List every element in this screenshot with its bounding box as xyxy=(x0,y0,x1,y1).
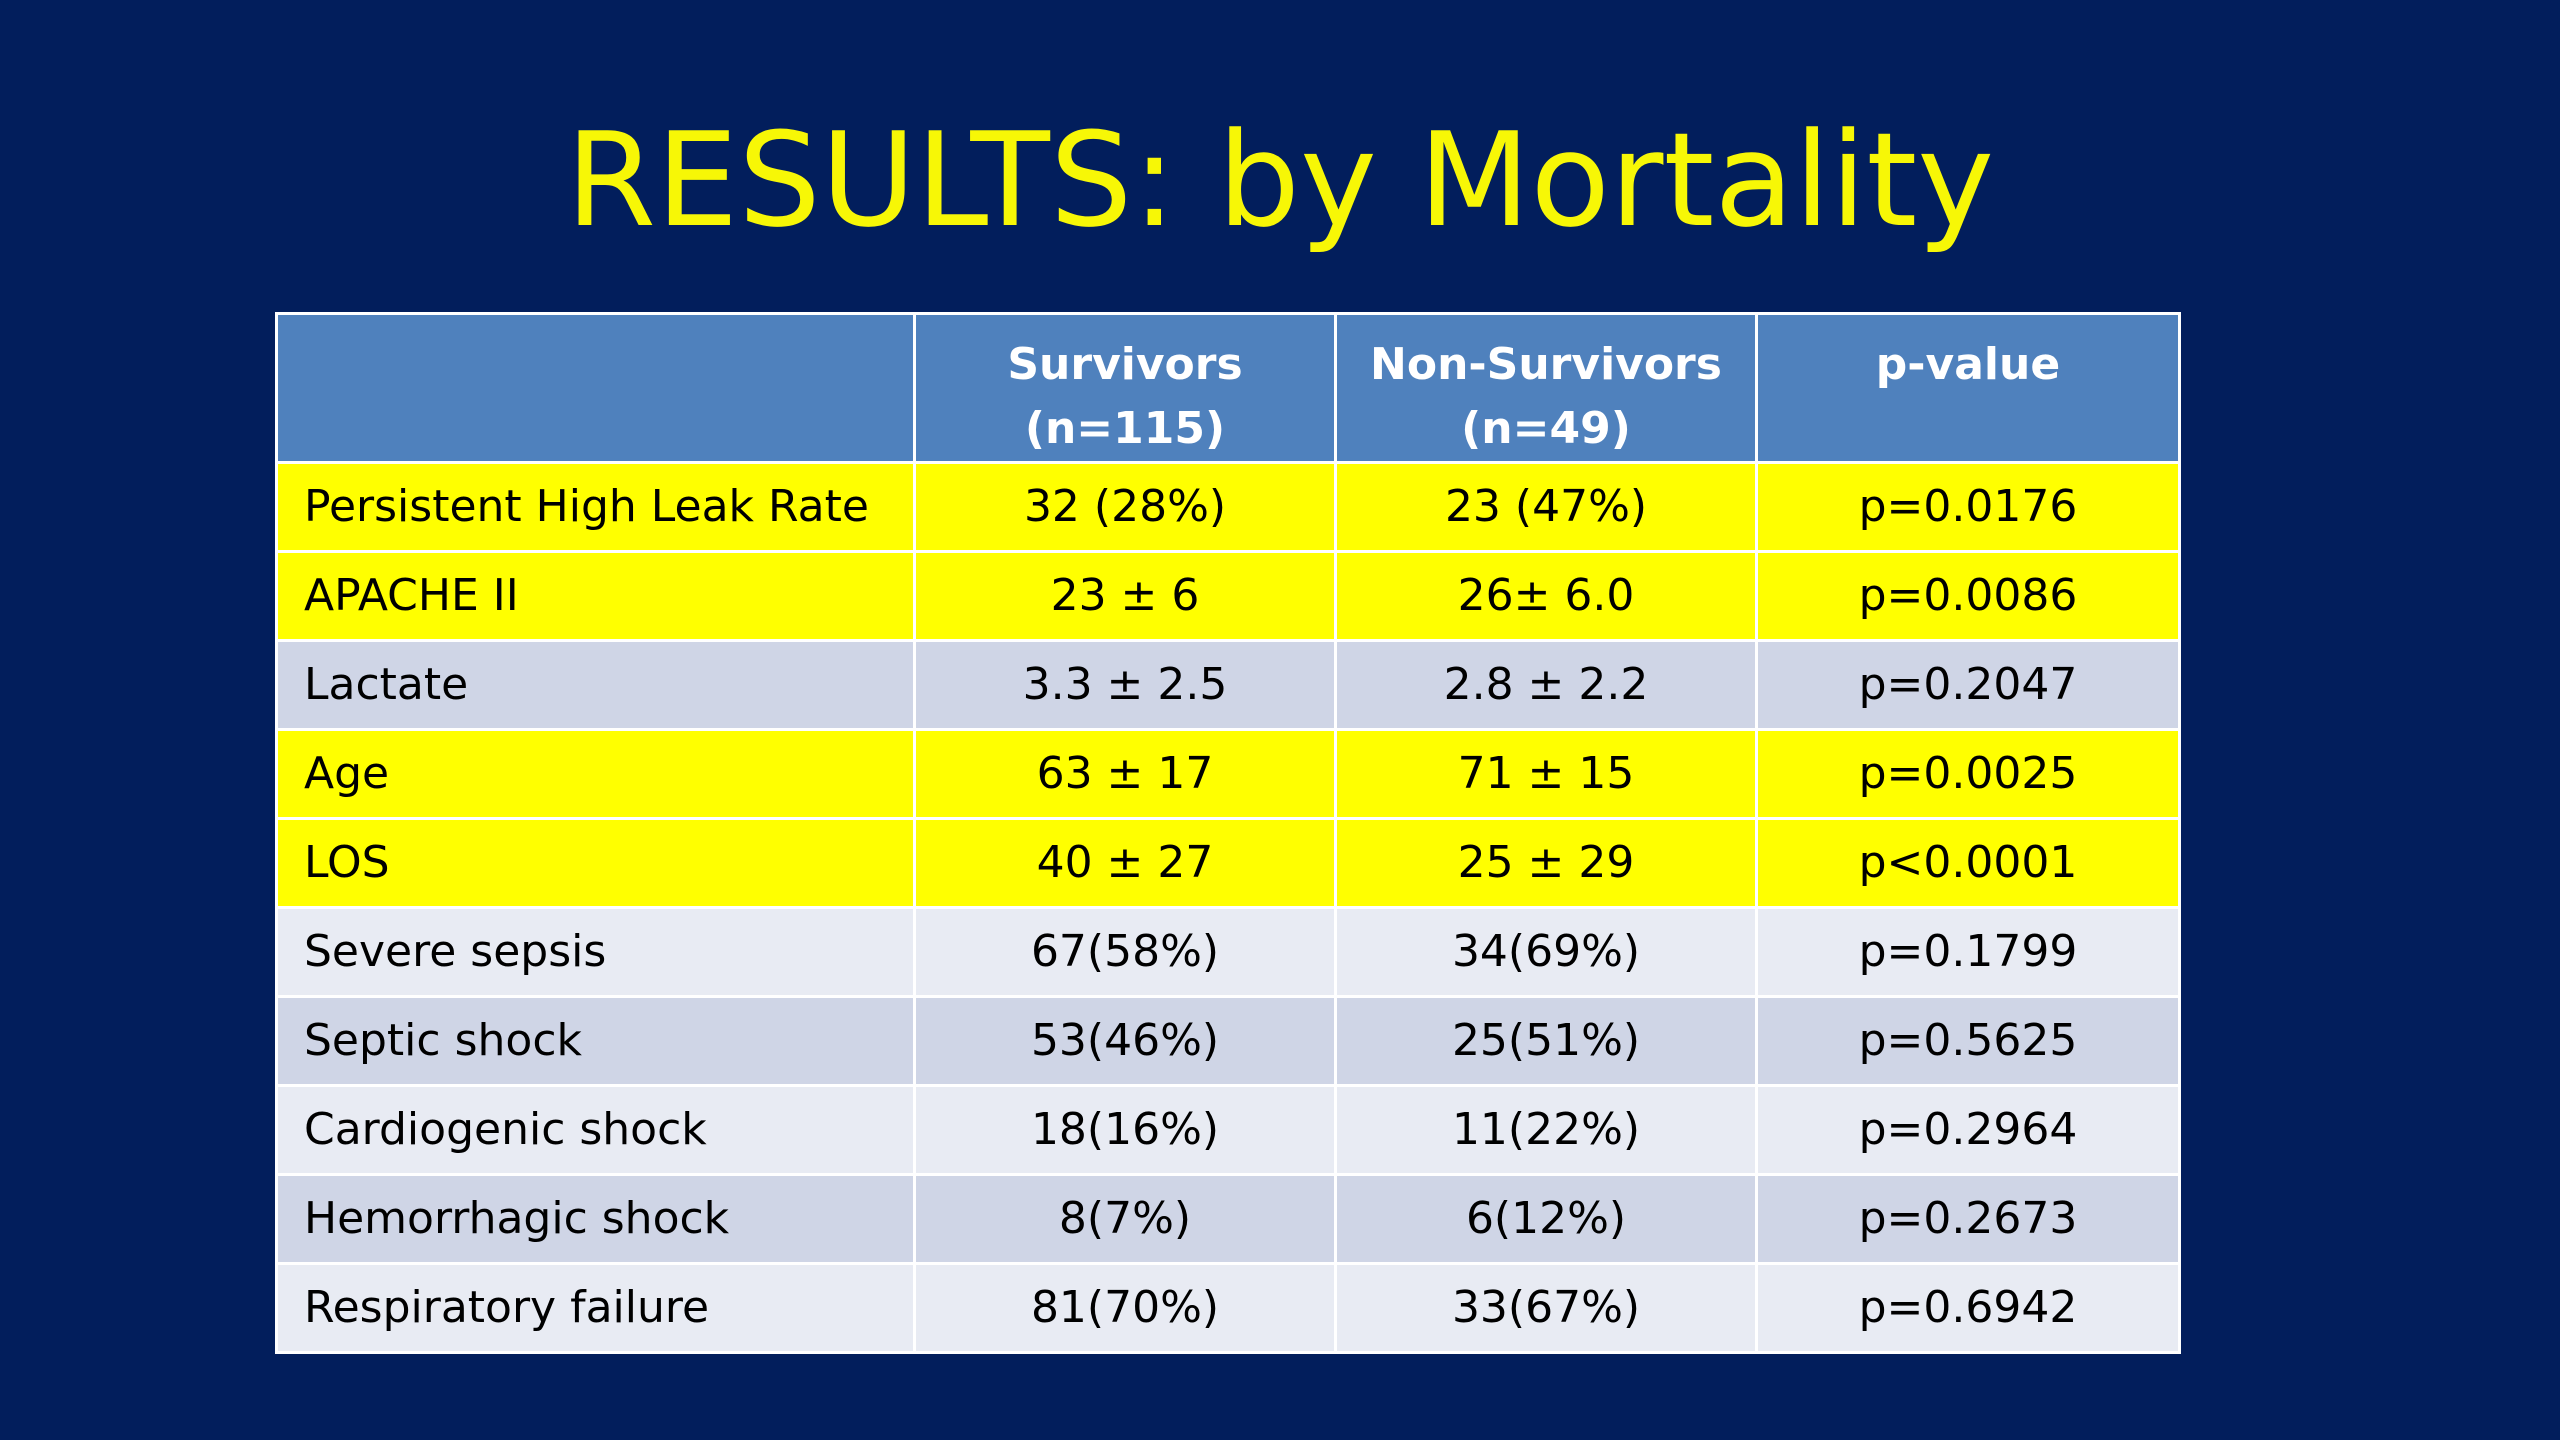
non-survivors-value: 23 (47%) xyxy=(1334,461,1758,553)
header-non-survivors-label: Non-Survivors xyxy=(1370,339,1722,390)
p-value: p=0.2964 xyxy=(1755,1084,2181,1176)
row-label: APACHE II xyxy=(275,550,916,642)
table-row: LOS 40 ± 27 25 ± 29 p<0.0001 xyxy=(275,817,2181,909)
table-row: Hemorrhagic shock 8(7%) 6(12%) p=0.2673 xyxy=(275,1173,2181,1265)
row-label: Septic shock xyxy=(275,995,916,1087)
p-value: p=0.0025 xyxy=(1755,728,2181,820)
row-label: Cardiogenic shock xyxy=(275,1084,916,1176)
row-label: LOS xyxy=(275,817,916,909)
header-cell-non-survivors: Non-Survivors (n=49) xyxy=(1334,312,1758,464)
p-value: p=0.2047 xyxy=(1755,639,2181,731)
p-value: p=0.5625 xyxy=(1755,995,2181,1087)
non-survivors-value: 34(69%) xyxy=(1334,906,1758,998)
survivors-value: 18(16%) xyxy=(913,1084,1337,1176)
non-survivors-value: 11(22%) xyxy=(1334,1084,1758,1176)
p-value: p=0.2673 xyxy=(1755,1173,2181,1265)
header-survivors-label: Survivors xyxy=(1007,339,1243,390)
non-survivors-value: 71 ± 15 xyxy=(1334,728,1758,820)
non-survivors-value: 2.8 ± 2.2 xyxy=(1334,639,1758,731)
header-cell-survivors: Survivors (n=115) xyxy=(913,312,1337,464)
survivors-value: 67(58%) xyxy=(913,906,1337,998)
p-value: p=0.6942 xyxy=(1755,1262,2181,1354)
table-row: Persistent High Leak Rate 32 (28%) 23 (47%… xyxy=(275,461,2181,553)
table-body: Persistent High Leak Rate 32 (28%) 23 (47%… xyxy=(275,461,2181,1354)
non-survivors-value: 26± 6.0 xyxy=(1334,550,1758,642)
row-label: Severe sepsis xyxy=(275,906,916,998)
table-row: Septic shock 53(46%) 25(51%) p=0.5625 xyxy=(275,995,2181,1087)
survivors-value: 32 (28%) xyxy=(913,461,1337,553)
results-table: Survivors (n=115) Non-Survivors (n=49) p… xyxy=(275,312,2181,1354)
table-row: APACHE II 23 ± 6 26± 6.0 p=0.0086 xyxy=(275,550,2181,642)
table-row: Lactate 3.3 ± 2.5 2.8 ± 2.2 p=0.2047 xyxy=(275,639,2181,731)
survivors-value: 23 ± 6 xyxy=(913,550,1337,642)
p-value: p=0.1799 xyxy=(1755,906,2181,998)
survivors-value: 63 ± 17 xyxy=(913,728,1337,820)
row-label: Persistent High Leak Rate xyxy=(275,461,916,553)
survivors-value: 40 ± 27 xyxy=(913,817,1337,909)
non-survivors-value: 25 ± 29 xyxy=(1334,817,1758,909)
table-row: Cardiogenic shock 18(16%) 11(22%) p=0.2964 xyxy=(275,1084,2181,1176)
p-value: p=0.0176 xyxy=(1755,461,2181,553)
slide-title: RESULTS: by Mortality xyxy=(565,104,1995,256)
header-survivors-count: (n=115) xyxy=(1024,403,1226,454)
header-cell-p-value: p-value xyxy=(1755,312,2181,464)
non-survivors-value: 6(12%) xyxy=(1334,1173,1758,1265)
survivors-value: 8(7%) xyxy=(913,1173,1337,1265)
row-label: Respiratory failure xyxy=(275,1262,916,1354)
row-label: Hemorrhagic shock xyxy=(275,1173,916,1265)
row-label: Age xyxy=(275,728,916,820)
survivors-value: 53(46%) xyxy=(913,995,1337,1087)
header-p-value-label: p-value xyxy=(1875,339,2061,390)
header-non-survivors-count: (n=49) xyxy=(1461,403,1631,454)
survivors-value: 81(70%) xyxy=(913,1262,1337,1354)
survivors-value: 3.3 ± 2.5 xyxy=(913,639,1337,731)
table-header-row: Survivors (n=115) Non-Survivors (n=49) p… xyxy=(275,312,2181,464)
non-survivors-value: 25(51%) xyxy=(1334,995,1758,1087)
p-value: p=0.0086 xyxy=(1755,550,2181,642)
table-row: Respiratory failure 81(70%) 33(67%) p=0.694… xyxy=(275,1262,2181,1354)
non-survivors-value: 33(67%) xyxy=(1334,1262,1758,1354)
row-label: Lactate xyxy=(275,639,916,731)
header-cell-blank xyxy=(275,312,916,464)
table-row: Severe sepsis 67(58%) 34(69%) p=0.1799 xyxy=(275,906,2181,998)
p-value: p<0.0001 xyxy=(1755,817,2181,909)
table-row: Age 63 ± 17 71 ± 15 p=0.0025 xyxy=(275,728,2181,820)
